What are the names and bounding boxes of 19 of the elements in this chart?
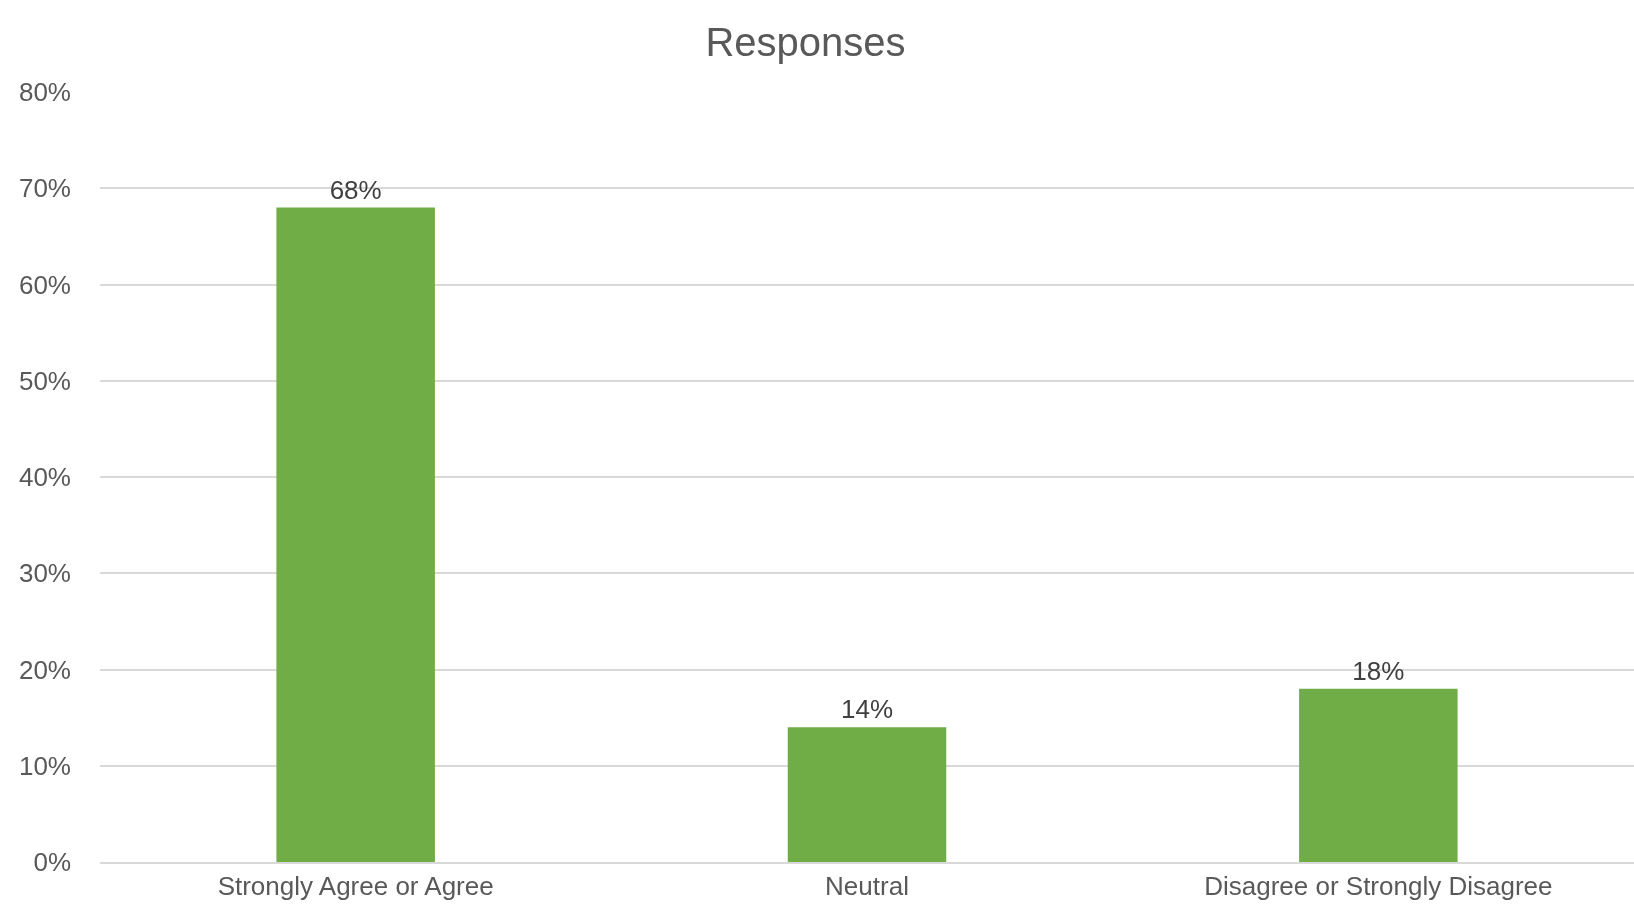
data-label: 18% — [1352, 655, 1405, 686]
y-tick-label: 10% — [18, 750, 71, 781]
x-tick-label: Strongly Agree or Agree — [217, 870, 494, 901]
y-tick-label: 30% — [18, 558, 71, 589]
chart-title: Responses — [705, 19, 906, 64]
bar — [1299, 688, 1458, 862]
bar — [276, 207, 435, 862]
y-tick-label: 40% — [18, 462, 71, 493]
y-tick-label: 0% — [33, 847, 71, 878]
bar — [787, 727, 947, 862]
y-tick-label: 50% — [18, 365, 71, 396]
y-tick-label: 80% — [18, 77, 71, 108]
data-label: 14% — [840, 694, 894, 725]
y-tick-label: 20% — [18, 654, 71, 685]
y-tick-label: 70% — [18, 173, 71, 204]
x-tick-label: Neutral — [825, 870, 909, 901]
data-label: 68% — [329, 174, 382, 205]
x-tick-label: Disagree or Strongly Disagree — [1204, 870, 1553, 901]
y-tick-label: 60% — [18, 269, 71, 300]
